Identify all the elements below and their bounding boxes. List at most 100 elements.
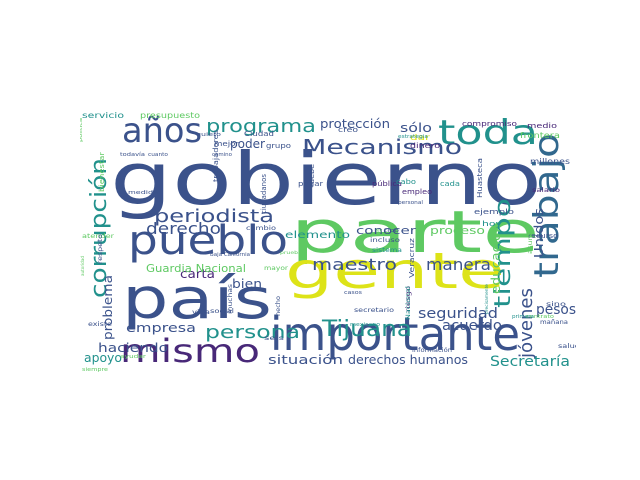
cloud-word: bien	[232, 277, 262, 291]
cloud-word: asunto	[527, 228, 534, 254]
cloud-word: gobierno	[110, 137, 542, 221]
cloud-word: hecho	[275, 296, 282, 316]
cloud-word: Unidos	[532, 208, 546, 258]
cloud-word: jóvenes	[516, 288, 537, 359]
cloud-word: sólo	[400, 121, 432, 135]
cloud-word: secretario	[354, 307, 394, 314]
cloud-word: país	[122, 267, 272, 332]
cloud-word: periodista	[154, 206, 274, 227]
cloud-word: corrupción	[87, 158, 112, 298]
cloud-word: salud	[558, 343, 576, 350]
cloud-word: presupuesto	[140, 111, 200, 120]
cloud-word: gente	[285, 242, 505, 300]
cloud-word: casos	[344, 290, 362, 296]
cloud-word: años	[122, 111, 202, 151]
cloud-word: seguridad	[418, 306, 498, 322]
cloud-word: autoridad	[80, 256, 85, 276]
cloud-word: mayor	[264, 265, 289, 272]
cloud-word: toda	[438, 113, 538, 153]
cloud-word: pesos	[536, 302, 576, 318]
cloud-word: Tijuana	[321, 317, 412, 342]
cloud-word: existe	[88, 321, 112, 328]
cloud-word: pagar	[298, 180, 323, 188]
cloud-word: Huasteca	[476, 158, 484, 198]
cloud-word: muchas	[227, 284, 234, 314]
cloud-word: riesgo	[405, 286, 412, 312]
cloud-word: Baja California	[210, 252, 250, 258]
cloud-word: medio	[527, 122, 557, 130]
cloud-word: ciudadanos	[260, 174, 268, 214]
cloud-word: recurso	[528, 232, 558, 240]
cloud-word: Veracruz	[408, 238, 416, 278]
cloud-word: conocer	[356, 224, 417, 237]
cloud-word: debe	[308, 164, 316, 184]
cloud-word: personal	[398, 200, 423, 206]
cloud-word: tiempo	[491, 198, 516, 308]
cloud-word: pueblo	[128, 218, 288, 264]
cloud-word: medida	[128, 190, 158, 196]
cloud-word: pública	[372, 180, 402, 188]
cloud-word: cambio	[246, 225, 276, 232]
cloud-word: sistema	[372, 247, 402, 254]
cloud-word: haciendo	[98, 341, 168, 355]
cloud-word: seis	[264, 335, 284, 342]
cloud-word: educación	[489, 224, 503, 294]
cloud-word: contrato	[526, 314, 554, 320]
cloud-word: todavía	[120, 151, 145, 158]
cloud-word: incluso	[370, 237, 400, 244]
cloud-word: carta	[180, 267, 215, 281]
cloud-word: trabajadores	[212, 130, 220, 182]
cloud-word: atender	[82, 233, 115, 240]
cloud-word: pruebas	[280, 250, 305, 255]
cloud-word: vida	[192, 309, 210, 316]
cloud-word: mañana	[540, 319, 568, 326]
cloud-word: grupo	[266, 142, 291, 150]
cloud-word: información	[412, 347, 452, 354]
cloud-word: apoyo	[84, 351, 122, 365]
cloud-word: empresa	[126, 321, 196, 335]
cloud-word: persona	[205, 322, 300, 343]
cloud-word: dinero	[410, 142, 440, 150]
cloud-word: sino	[546, 301, 567, 308]
cloud-word: situación	[268, 353, 343, 367]
cloud-word: quiero	[196, 132, 221, 138]
cloud-word: protección	[320, 117, 390, 131]
cloud-word: salario	[532, 187, 560, 194]
cloud-word: mejor	[214, 140, 239, 148]
cloud-word: hoy	[482, 220, 502, 228]
cloud-word: ley	[376, 228, 382, 234]
cloud-word: dar	[410, 133, 431, 142]
cloud-word: ayudar	[120, 354, 147, 360]
cloud-word: acuerdo	[442, 318, 502, 334]
cloud-word: cabo	[396, 178, 416, 186]
cloud-word: derechos humanos	[348, 353, 468, 367]
cloud-word: estrategia	[398, 134, 428, 140]
cloud-word: Secretaría	[490, 354, 570, 370]
word-cloud: gobierno parte gente país importante mismo pue…	[80, 108, 576, 372]
cloud-word: empleo	[402, 188, 432, 196]
cloud-word: derecho	[146, 219, 221, 238]
cloud-word: importante	[270, 307, 520, 361]
cloud-word: parte	[290, 198, 540, 266]
cloud-word: primera	[512, 314, 534, 320]
cloud-word: mexicano	[350, 322, 380, 328]
cloud-word: política	[80, 118, 84, 142]
cloud-word: Ciudad	[244, 130, 274, 138]
cloud-word: programa	[206, 116, 316, 137]
cloud-word: mismo	[120, 332, 260, 370]
cloud-word: problema	[101, 275, 115, 340]
cloud-word: creo	[338, 126, 358, 134]
cloud-word: Guardia Nacional	[146, 262, 246, 275]
cloud-word: bienestar	[98, 152, 106, 192]
cloud-word: respeto	[97, 234, 104, 264]
cloud-word: cuanto	[148, 152, 168, 158]
cloud-word: servicio	[82, 111, 124, 120]
cloud-word: compromiso	[462, 120, 517, 128]
cloud-word: poder	[230, 137, 265, 151]
cloud-word: siempre	[82, 367, 108, 372]
cloud-word: Mecanismo	[302, 135, 462, 159]
cloud-word: social	[210, 308, 234, 315]
cloud-word: precisamente	[484, 283, 489, 314]
cloud-word: cada	[440, 180, 460, 188]
